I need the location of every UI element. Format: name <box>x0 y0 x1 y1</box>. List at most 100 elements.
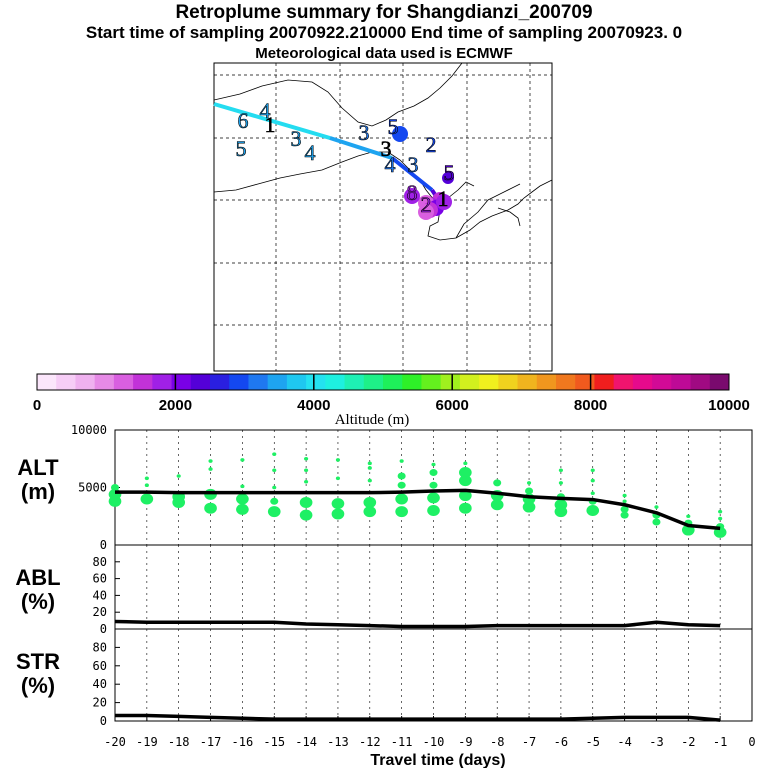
alt-cluster-point <box>490 499 504 511</box>
y-tick-label: 60 <box>93 572 107 586</box>
colorbar-swatch <box>479 374 499 390</box>
x-tick-label: -11 <box>391 735 413 749</box>
colorbar-swatch <box>133 374 153 390</box>
alt-cluster-point <box>620 505 629 513</box>
alt-cluster-point <box>240 458 245 462</box>
colorbar-swatch <box>440 374 461 390</box>
day-label: 3 <box>408 152 419 177</box>
abl-panel: 80 60 40 20 0 <box>93 544 753 636</box>
alt-cluster-point <box>718 516 723 521</box>
alt-series-line <box>115 488 721 531</box>
colorbar-swatch <box>594 374 615 390</box>
x-tick-label: -8 <box>490 735 504 749</box>
alt-cluster-point <box>304 479 309 484</box>
alt-cluster-point <box>208 459 213 463</box>
alt-cluster-point <box>272 468 277 473</box>
alt-cluster-point <box>240 484 245 489</box>
alt-cluster-point <box>397 472 406 480</box>
x-tick-label: -7 <box>522 735 536 749</box>
x-tick-label: -14 <box>295 735 317 749</box>
x-tick-label: -19 <box>136 735 158 749</box>
colorbar-tick-label: 8000 <box>574 397 607 414</box>
colorbar-swatch <box>536 374 557 390</box>
alt-cluster-point <box>493 479 502 487</box>
alt-panel: 10000 5000 0 <box>71 423 753 552</box>
alt-cluster-point <box>363 506 377 518</box>
alt-cluster-point <box>718 509 723 514</box>
colorbar-swatch <box>556 374 576 390</box>
alt-cluster-point <box>272 485 277 490</box>
day-label: 4 <box>260 98 271 123</box>
colorbar-tick-label: 6000 <box>436 397 469 414</box>
trajectory-dot <box>436 194 452 210</box>
alt-cluster-point <box>429 469 438 477</box>
alt-cluster-point <box>622 493 627 498</box>
x-tick-label: -4 <box>617 735 631 749</box>
met-data-line: Meteorological data used is ECMWF <box>255 45 513 62</box>
x-tick-label: -16 <box>232 735 254 749</box>
y-tick-label: 40 <box>93 677 107 691</box>
alt-panel-label: ALT (m) <box>3 456 73 504</box>
colorbar-frame <box>36 373 730 391</box>
alt-cluster-point <box>176 474 181 478</box>
colorbar-swatch <box>402 374 422 390</box>
colorbar-ticks: 0 2000 4000 6000 8000 10000 <box>33 374 750 414</box>
alt-cluster-point <box>397 481 406 489</box>
y-tick-label: 80 <box>93 640 107 654</box>
colorbar-swatch <box>306 374 326 390</box>
alt-cluster-point <box>459 502 472 514</box>
alt-cluster-point <box>304 468 309 473</box>
day-label: 4 <box>305 140 316 165</box>
alt-cluster-point <box>586 505 600 516</box>
alt-cluster-point <box>395 493 408 505</box>
trajectory-dot <box>392 126 408 142</box>
alt-cluster-point <box>367 466 372 470</box>
alt-cluster-point <box>590 468 595 473</box>
colorbar-swatch <box>229 374 249 390</box>
colorbar-swatch <box>75 374 96 390</box>
alt-cluster-point <box>144 483 149 488</box>
colorbar-swatch <box>421 374 442 390</box>
alt-cluster-point <box>431 462 436 467</box>
y-tick-label: 40 <box>93 588 107 602</box>
alt-cluster-point <box>367 461 372 466</box>
alt-cluster-point <box>208 467 213 471</box>
colorbar-swatch <box>152 374 173 390</box>
colorbar-swatch <box>325 374 346 390</box>
alt-cluster-point <box>395 506 408 518</box>
colorbar-swatch <box>613 374 634 390</box>
alt-label-line1: ALT <box>17 455 59 480</box>
alt-cluster-point <box>331 508 345 520</box>
colorbar-swatch <box>690 374 711 390</box>
alt-cluster-point <box>590 478 595 483</box>
alt-cluster-point <box>526 481 532 485</box>
colorbar-label: Altitude (m) <box>335 412 410 428</box>
x-tick-label: -2 <box>681 735 695 749</box>
day-label: 4 <box>385 152 396 177</box>
alt-cluster-point <box>236 493 249 505</box>
day-label: 1 <box>265 112 276 137</box>
y-tick-label: 60 <box>93 659 107 673</box>
alt-cluster-point <box>427 492 440 504</box>
abl-label-line1: ABL <box>15 565 61 590</box>
day-label: 5 <box>444 160 455 185</box>
colorbar-swatch <box>652 374 672 390</box>
alt-cluster-point <box>590 491 595 496</box>
str-label-line1: STR <box>16 649 60 674</box>
y-tick-label: 0 <box>100 714 107 728</box>
abl-panel-label: ABL (%) <box>3 566 73 614</box>
colorbar-swatch <box>498 374 519 390</box>
day-label: 3 <box>291 126 302 151</box>
alt-cluster-point <box>236 503 249 515</box>
str-label-line2: (%) <box>20 673 56 698</box>
colorbar-swatch <box>632 374 653 390</box>
alt-cluster-point <box>399 459 404 463</box>
alt-cluster-point <box>267 506 281 518</box>
colorbar-swatch <box>113 374 134 390</box>
x-axis-label: Travel time (days) <box>370 752 505 768</box>
colorbar-tick-label: 4000 <box>297 397 330 414</box>
alt-cluster-point <box>299 496 313 508</box>
colorbar-swatch <box>190 374 211 390</box>
alt-cluster-point <box>304 456 309 461</box>
abl-series-line <box>114 619 721 629</box>
